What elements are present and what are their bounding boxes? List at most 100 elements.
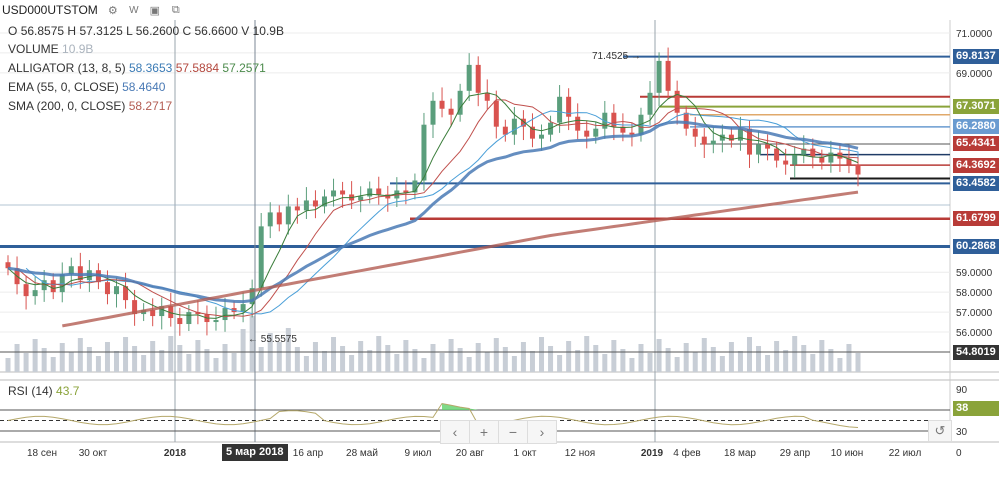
sma-legend[interactable]: SMA (200, 0, CLOSE) 58.2717 <box>8 99 173 113</box>
volume-bar <box>104 342 110 372</box>
reset-icon[interactable]: ↺ <box>928 420 952 442</box>
volume-bar <box>728 342 734 372</box>
candle-body <box>511 118 517 135</box>
candle-body <box>737 128 743 141</box>
fullscreen-icon[interactable]: ▣ <box>149 4 161 17</box>
candle-body <box>656 60 662 93</box>
chart-header: USD000UTSTOM ⚙ W ▣ ⧉ <box>0 0 999 20</box>
volume-bar <box>792 336 798 372</box>
candle-body <box>312 200 318 207</box>
candle-body <box>68 266 74 275</box>
scroll-left-button[interactable]: ‹ <box>441 421 470 443</box>
candle-body <box>557 96 563 123</box>
candle-body <box>484 92 490 101</box>
scroll-right-button[interactable]: › <box>539 424 545 440</box>
volume-bar <box>412 349 418 372</box>
volume-bar <box>529 351 535 372</box>
candle-body <box>59 274 65 293</box>
x-tick-label: 16 апр <box>293 448 324 459</box>
candle-body <box>665 60 671 91</box>
volume-bar <box>575 350 581 372</box>
rsi-tick-label: 90 <box>956 385 968 396</box>
gear-icon[interactable]: ⚙ <box>107 4 118 17</box>
volume-bar <box>810 354 816 372</box>
volume-bar <box>430 344 436 372</box>
candle-body <box>819 156 825 163</box>
volume-bar <box>276 342 282 372</box>
candle-body <box>213 320 219 323</box>
candle-body <box>412 180 418 193</box>
alligator-lips-line <box>7 92 859 319</box>
price-tick-label: 71.0000 <box>956 29 993 40</box>
volume-bar <box>222 344 228 372</box>
candle-body <box>321 196 327 207</box>
volume-bar <box>620 349 626 372</box>
volume-bar <box>132 346 138 372</box>
volume-bar <box>719 356 725 372</box>
candle-body <box>647 92 653 115</box>
x-tick-label: 22 июл <box>889 448 922 459</box>
volume-bar <box>186 354 192 372</box>
symbol-title: USD000UTSTOM <box>2 3 98 17</box>
volume-bar <box>195 340 201 372</box>
volume-bar <box>475 343 481 372</box>
volume-bar <box>168 336 174 372</box>
volume-bar <box>774 341 780 372</box>
volume-bar <box>340 346 346 372</box>
candle-body <box>674 90 680 113</box>
candle-body <box>168 306 174 319</box>
candle-body <box>828 152 834 163</box>
volume-bar <box>204 349 210 372</box>
x-tick-label: 20 авг <box>456 448 485 459</box>
volume-bar <box>331 337 337 372</box>
volume-bar <box>68 352 74 372</box>
volume-bar <box>231 353 237 372</box>
candle-body <box>159 306 165 317</box>
x-tick-label: 28 май <box>346 448 378 459</box>
ohlc-legend: O 56.8575 H 57.3125 L 56.2600 C 56.6600 … <box>8 24 284 38</box>
candle-body <box>394 190 400 199</box>
w-icon[interactable]: W <box>129 4 139 16</box>
candle-body <box>367 188 373 197</box>
x-tick-label: 10 июн <box>831 448 864 459</box>
price-tick-label: 58.0000 <box>956 288 993 299</box>
volume-bar <box>647 353 653 372</box>
candle-body <box>403 190 409 193</box>
volume-legend[interactable]: VOLUME 10.9B <box>8 42 94 56</box>
candle-body <box>846 158 852 165</box>
zoom-out-button[interactable]: − <box>499 421 528 443</box>
volume-bar <box>50 357 56 372</box>
zoom-in-button[interactable]: + <box>470 421 499 443</box>
x-tick-label: 30 окт <box>79 448 108 459</box>
candle-body <box>620 126 626 133</box>
volume-bar <box>249 316 255 372</box>
candle-body <box>701 136 707 145</box>
rsi-legend[interactable]: RSI (14) 43.7 <box>8 384 80 398</box>
price-tag: 63.4582 <box>953 175 999 191</box>
alligator-legend[interactable]: ALLIGATOR (13, 8, 5) 58.3653 57.5884 57.… <box>8 61 266 75</box>
copy-icon[interactable]: ⧉ <box>171 3 180 16</box>
candle-body <box>5 262 11 269</box>
sma-line <box>62 190 859 328</box>
x-tick-label: 4 фев <box>673 447 700 459</box>
candle-body <box>222 308 228 321</box>
volume-bar <box>448 339 454 372</box>
volume-bar <box>394 354 400 372</box>
volume-bar <box>23 353 29 372</box>
volume-bar <box>683 343 689 372</box>
volume-bar <box>312 342 318 372</box>
candle-body <box>566 96 572 117</box>
candle-body <box>783 160 789 165</box>
volume-bar <box>466 357 472 372</box>
rsi-tick-label: 0 <box>956 448 962 459</box>
candle-body <box>855 164 861 175</box>
candle-body <box>32 290 38 297</box>
price-tick-label: 56.0000 <box>956 328 993 339</box>
volume-bar <box>855 353 861 372</box>
price-tick-label: 57.0000 <box>956 308 993 319</box>
candle-body <box>430 100 436 125</box>
volume-bar <box>557 355 563 372</box>
price-tag: 60.2868 <box>953 239 999 255</box>
ema-legend[interactable]: EMA (55, 0, CLOSE) 58.4640 <box>8 80 166 94</box>
